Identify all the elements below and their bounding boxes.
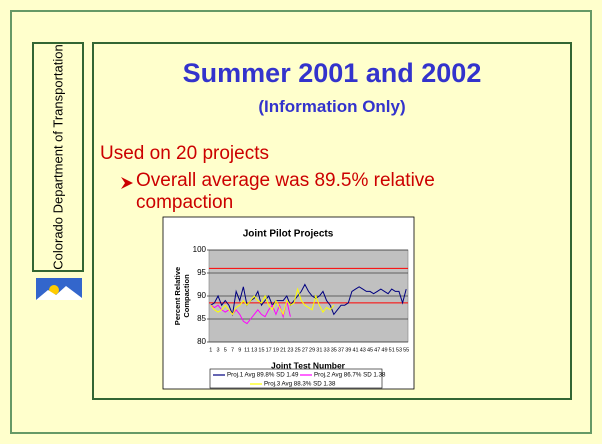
- x-tick-label: 45: [367, 347, 373, 353]
- x-tick-label: 27: [302, 347, 308, 353]
- logo-mountain: [36, 286, 82, 300]
- x-tick-label: 29: [309, 347, 315, 353]
- x-tick-label: 19: [273, 347, 279, 353]
- content-box: [92, 42, 572, 400]
- x-axis-label: Joint Test Number: [271, 360, 346, 370]
- legend-label: Proj.2 Avg 86.7% SD 1.38: [314, 372, 386, 379]
- x-tick-label: 5: [224, 347, 227, 353]
- arrow: [121, 177, 133, 189]
- logo: [36, 278, 82, 300]
- x-tick-label: 37: [338, 347, 344, 353]
- title: Summer 2001 and 2002: [182, 58, 482, 88]
- subtitle: (Information Only): [258, 97, 406, 116]
- x-tick-label: 31: [316, 347, 322, 353]
- bullet-arrow: [121, 177, 133, 189]
- sidebar-text: Colorado Department of Transportation: [50, 44, 65, 269]
- x-tick-label: 17: [266, 347, 272, 353]
- x-tick-label: 21: [280, 347, 286, 353]
- sidebar-box: [32, 42, 84, 272]
- x-tick-label: 49: [381, 347, 387, 353]
- x-tick-label: 15: [258, 347, 264, 353]
- x-tick-label: 55: [403, 347, 409, 353]
- y-tick-label: 95: [197, 268, 206, 277]
- x-tick-label: 25: [295, 347, 301, 353]
- legend-label: Proj.3 Avg 88.3% SD 1.38: [264, 381, 336, 388]
- x-tick-label: 53: [396, 347, 402, 353]
- x-tick-label: 51: [389, 347, 395, 353]
- x-tick-label: 39: [345, 347, 351, 353]
- x-tick-label: 9: [238, 347, 241, 353]
- y-tick-label: 100: [193, 245, 207, 254]
- chart-title: Joint Pilot Projects: [243, 229, 334, 240]
- x-tick-label: 13: [251, 347, 257, 353]
- x-tick-label: 35: [331, 347, 337, 353]
- x-tick-label: 33: [324, 347, 330, 353]
- y-tick-label: 80: [197, 337, 206, 346]
- subbullet: Overall average was 89.5% relative compa…: [136, 170, 435, 213]
- legend-label: Proj.1 Avg 89.8% SD 1.49: [227, 372, 299, 379]
- x-tick-label: 1: [209, 347, 212, 353]
- series-line: [210, 287, 335, 316]
- x-tick-label: 43: [360, 347, 366, 353]
- bullet: Used on 20 projects: [100, 143, 269, 164]
- x-tick-label: 41: [352, 347, 358, 353]
- x-tick-label: 47: [374, 347, 380, 353]
- legend: [209, 368, 383, 389]
- slide-frame: [10, 10, 592, 434]
- x-tick-label: 3: [217, 347, 220, 353]
- x-tick-label: 23: [287, 347, 293, 353]
- series-line: [210, 300, 291, 325]
- x-tick-label: 7: [231, 347, 234, 353]
- x-tick-label: 11: [244, 347, 250, 353]
- series-line: [210, 283, 407, 317]
- y-tick-label: 85: [197, 314, 206, 323]
- y-axis-label: Percent RelativeCompaction: [173, 267, 191, 325]
- y-tick-label: 90: [197, 291, 206, 300]
- sidebar: Colorado Department of Transportation: [50, 44, 65, 269]
